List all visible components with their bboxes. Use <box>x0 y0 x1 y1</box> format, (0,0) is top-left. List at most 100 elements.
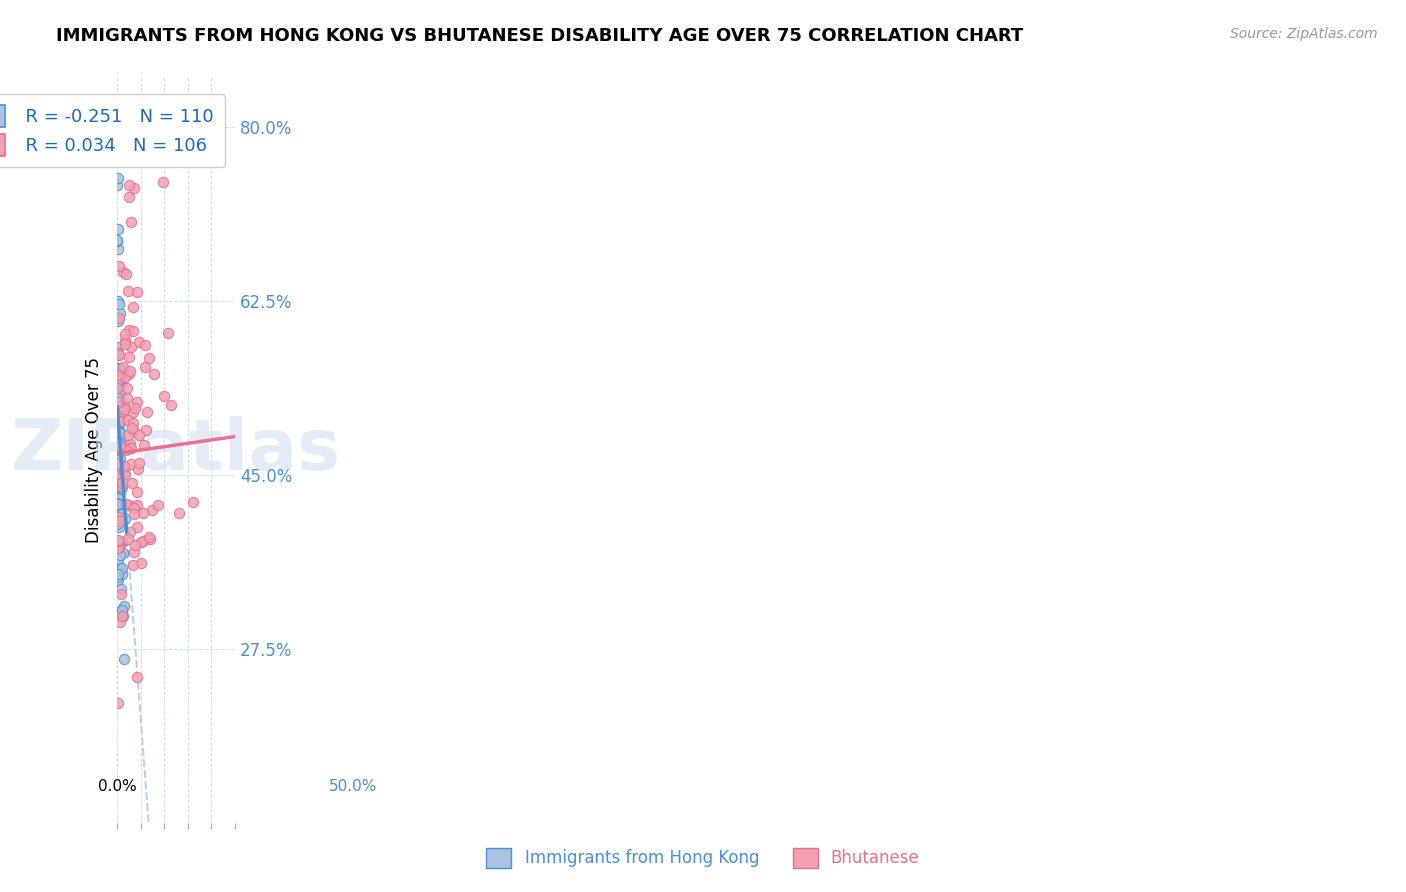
Point <box>107 347 129 361</box>
Point <box>107 605 129 619</box>
Point <box>110 414 132 428</box>
Point <box>107 567 129 582</box>
Point <box>122 545 145 559</box>
Text: 0.0%: 0.0% <box>98 779 136 794</box>
Point <box>112 465 135 479</box>
Point <box>107 574 129 588</box>
Point <box>107 370 129 384</box>
Point <box>112 599 135 614</box>
Point <box>107 368 129 383</box>
Point <box>134 359 156 374</box>
Point <box>105 510 128 524</box>
Point <box>108 467 131 481</box>
Point <box>160 398 183 412</box>
Point <box>110 387 132 401</box>
Point <box>107 391 129 405</box>
Point <box>115 381 138 395</box>
Point <box>139 532 162 546</box>
Point <box>114 327 136 342</box>
Point <box>122 500 145 515</box>
Point <box>105 517 128 532</box>
Point <box>108 480 131 494</box>
Point <box>111 534 134 549</box>
Point <box>108 372 131 386</box>
Point <box>107 399 129 413</box>
Point <box>114 334 136 348</box>
Point <box>108 507 131 521</box>
Point <box>107 374 129 388</box>
Point <box>111 545 134 559</box>
Point <box>115 391 138 405</box>
Point <box>110 376 132 391</box>
Point <box>107 442 129 456</box>
Point <box>107 469 129 483</box>
Y-axis label: Disability Age Over 75: Disability Age Over 75 <box>86 358 103 543</box>
Point <box>141 503 163 517</box>
Point <box>105 340 128 354</box>
Point <box>152 175 174 189</box>
Point <box>110 415 132 429</box>
Point <box>107 407 129 421</box>
Point <box>108 310 131 325</box>
Point <box>152 388 174 402</box>
Point <box>114 369 136 384</box>
Point <box>105 406 128 420</box>
Point <box>132 506 155 520</box>
Point <box>105 481 128 495</box>
Point <box>107 565 129 579</box>
Point <box>124 538 146 552</box>
Point <box>142 367 165 381</box>
Point <box>107 458 129 473</box>
Point <box>127 484 149 499</box>
Point <box>122 181 145 195</box>
Point <box>108 368 131 383</box>
Point <box>108 362 131 376</box>
Point <box>107 372 129 386</box>
Point <box>107 374 129 388</box>
Point <box>107 533 129 548</box>
Point <box>108 520 131 534</box>
Point <box>107 409 129 424</box>
Point <box>110 425 132 440</box>
Point <box>105 436 128 450</box>
Point <box>111 265 134 279</box>
Point <box>107 345 129 359</box>
Point <box>107 456 129 470</box>
Point <box>107 379 129 393</box>
Point <box>107 462 129 476</box>
Point <box>136 405 159 419</box>
Point <box>111 561 134 575</box>
Point <box>122 300 145 314</box>
Point <box>108 401 131 415</box>
Point <box>107 381 129 395</box>
Point <box>117 284 139 298</box>
Text: 50.0%: 50.0% <box>329 779 377 794</box>
Point <box>107 496 129 510</box>
Point <box>117 413 139 427</box>
Point <box>107 390 129 404</box>
Point <box>120 457 142 471</box>
Point <box>105 178 128 192</box>
Point <box>105 235 128 249</box>
Point <box>107 401 129 415</box>
Point <box>105 451 128 466</box>
Legend:   R = -0.251   N = 110,   R = 0.034   N = 106: R = -0.251 N = 110, R = 0.034 N = 106 <box>0 94 225 167</box>
Point <box>108 441 131 455</box>
Point <box>107 497 129 511</box>
Point <box>110 507 132 521</box>
Point <box>114 336 136 351</box>
Point <box>107 296 129 310</box>
Point <box>108 433 131 447</box>
Point <box>107 441 129 455</box>
Point <box>108 535 131 549</box>
Point <box>114 467 136 481</box>
Point <box>110 586 132 600</box>
Point <box>108 514 131 528</box>
Point <box>108 479 131 493</box>
Point <box>107 348 129 362</box>
Point <box>108 458 131 472</box>
Point <box>118 364 141 378</box>
Point <box>105 418 128 433</box>
Point <box>107 509 129 524</box>
Point <box>108 540 131 554</box>
